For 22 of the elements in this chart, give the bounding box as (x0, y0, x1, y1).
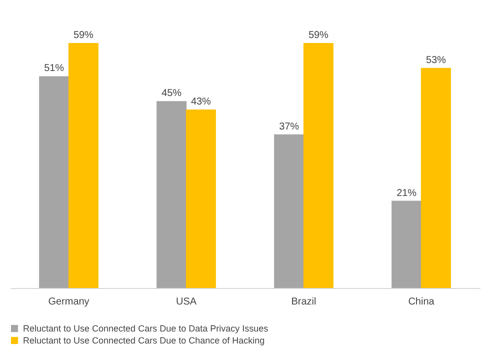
data-label: 45% (162, 88, 182, 100)
bar (420, 68, 451, 288)
data-label: 51% (44, 63, 64, 74)
x-tick-label: Brazil (291, 296, 316, 308)
bar (156, 101, 187, 288)
x-tick-label: USA (176, 296, 197, 308)
data-label: 37% (279, 121, 300, 132)
data-label: 21% (396, 188, 417, 199)
x-tick-label: China (408, 296, 435, 308)
data-label: 43% (190, 96, 212, 108)
bar (303, 43, 334, 288)
legend-label: Reluctant to Use Connected Cars Due to Chance of Hacking (23, 336, 265, 346)
data-label: 53% (426, 54, 446, 66)
bar (39, 76, 70, 288)
legend-label: Reluctant to Use Connected Cars Due to Data Privacy Issues (23, 324, 269, 334)
data-label: 59% (73, 30, 94, 41)
data-label: 59% (308, 30, 329, 41)
bar (392, 200, 422, 288)
x-tick-label: Germany (48, 296, 90, 308)
bar (186, 109, 216, 288)
bar (68, 43, 98, 288)
bar (274, 134, 304, 288)
